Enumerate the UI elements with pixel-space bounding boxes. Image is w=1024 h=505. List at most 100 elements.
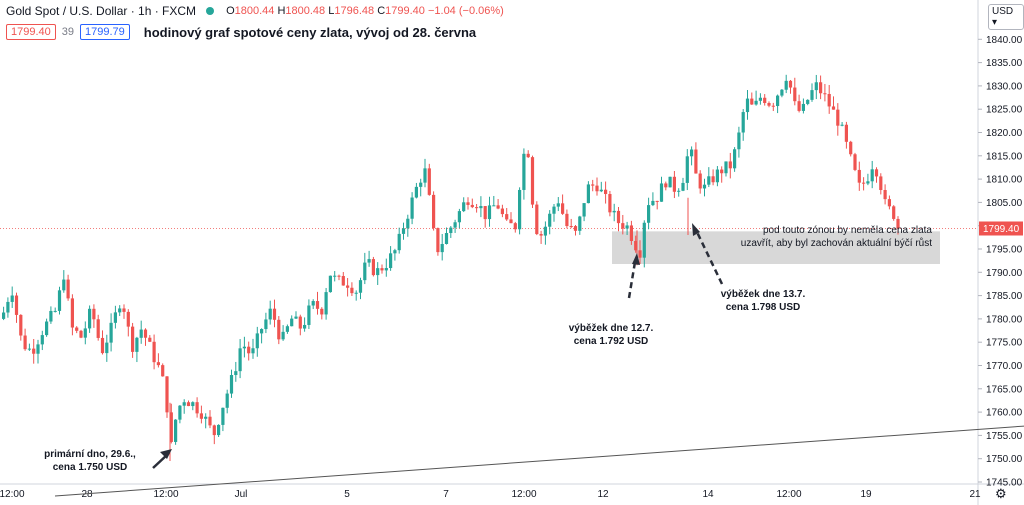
candle-body bbox=[724, 161, 728, 174]
candle-body bbox=[844, 124, 848, 142]
annotation-primary-low: primární dno, 29.6., bbox=[44, 449, 136, 460]
x-tick-label: 12:00 bbox=[0, 489, 25, 500]
candle-body bbox=[57, 290, 62, 311]
y-tick-label: 1760.00 bbox=[986, 408, 1023, 419]
market-open-status-icon bbox=[206, 7, 215, 15]
symbol-title[interactable]: Gold Spot / U.S. Dollar · 1h · FXCM bbox=[6, 4, 197, 18]
candle-body bbox=[393, 250, 397, 254]
candle-body bbox=[496, 205, 500, 209]
arrow-wick-12-7 bbox=[627, 261, 637, 299]
candle-body bbox=[294, 316, 298, 319]
candle-body bbox=[595, 185, 599, 192]
candle-body bbox=[139, 329, 143, 338]
ask-price-button[interactable]: 1799.79 bbox=[80, 24, 130, 40]
arrow-head-icon bbox=[160, 449, 172, 459]
candle-body bbox=[668, 176, 672, 188]
candle-body bbox=[608, 194, 612, 213]
trendline bbox=[54, 425, 1024, 497]
candle-body bbox=[143, 329, 148, 338]
y-tick-label: 1815.00 bbox=[986, 151, 1023, 162]
candle-body bbox=[625, 225, 629, 229]
candle-body bbox=[698, 173, 702, 189]
candle-body bbox=[109, 322, 113, 343]
spread-value: 39 bbox=[61, 26, 75, 38]
candle-body bbox=[290, 318, 294, 327]
x-tick-label: 5 bbox=[344, 489, 350, 500]
candle-body bbox=[500, 208, 504, 215]
last-price-tag bbox=[979, 221, 1023, 236]
candle-body bbox=[582, 203, 586, 217]
candle-body bbox=[66, 279, 70, 299]
candle-body bbox=[255, 333, 259, 349]
candle-body bbox=[268, 308, 272, 320]
candle-body bbox=[96, 319, 100, 338]
annotation-wick-13-7: výběžek dne 13.7. bbox=[721, 289, 806, 300]
candle-body bbox=[715, 169, 719, 183]
y-tick-label: 1840.00 bbox=[986, 35, 1023, 46]
candle-body bbox=[728, 161, 732, 169]
annotation-wick-12-7: cena 1.792 USD bbox=[574, 336, 649, 347]
y-tick-label: 1820.00 bbox=[986, 128, 1023, 139]
last-price-label: 1799.40 bbox=[983, 224, 1020, 235]
candle-body bbox=[337, 275, 341, 277]
candle-body bbox=[522, 153, 526, 190]
candle-body bbox=[118, 308, 122, 313]
candle-body bbox=[767, 103, 771, 106]
candle-body bbox=[32, 348, 36, 354]
candle-body bbox=[505, 214, 509, 220]
x-tick-label: 19 bbox=[860, 489, 872, 500]
candle-body bbox=[801, 103, 805, 111]
candle-body bbox=[397, 233, 401, 251]
candle-body bbox=[810, 90, 814, 100]
y-tick-label: 1790.00 bbox=[986, 268, 1023, 279]
candle-body bbox=[621, 223, 625, 229]
candle-body bbox=[758, 97, 762, 101]
currency-button[interactable]: USD ▾ bbox=[988, 4, 1024, 30]
candle-body bbox=[40, 335, 44, 345]
candle-body bbox=[100, 337, 105, 354]
candle-body bbox=[281, 331, 285, 340]
candle-body bbox=[638, 250, 642, 258]
candle-body bbox=[690, 149, 694, 157]
candle-body bbox=[238, 348, 242, 372]
bid-price-button[interactable]: 1799.40 bbox=[6, 24, 56, 40]
candle-body bbox=[591, 184, 595, 186]
y-tick-label: 1780.00 bbox=[986, 314, 1023, 325]
candle-body bbox=[328, 275, 332, 293]
candle-body bbox=[49, 310, 53, 322]
candle-body bbox=[178, 405, 182, 420]
candle-body bbox=[225, 393, 229, 408]
candle-body bbox=[720, 169, 724, 174]
candle-body bbox=[423, 168, 427, 183]
candle-body bbox=[634, 240, 638, 251]
gear-icon[interactable]: ⚙ bbox=[995, 486, 1007, 501]
candle-body bbox=[780, 89, 784, 96]
candle-body bbox=[165, 376, 169, 413]
candle-body bbox=[350, 287, 354, 294]
candle-body bbox=[79, 330, 83, 338]
candle-body bbox=[307, 305, 311, 325]
candle-body bbox=[475, 207, 479, 209]
candle-body bbox=[849, 141, 853, 155]
candle-body bbox=[2, 312, 6, 319]
candle-body bbox=[552, 206, 556, 214]
chart-subtitle: hodinový graf spotové ceny zlata, vývoj … bbox=[143, 24, 477, 40]
candle-body bbox=[70, 298, 74, 328]
candle-body bbox=[642, 222, 646, 258]
candle-body bbox=[651, 200, 655, 206]
candle-body bbox=[561, 203, 565, 214]
x-tick-label: 12:00 bbox=[776, 489, 801, 500]
candle-body bbox=[879, 176, 883, 191]
candle-body bbox=[126, 311, 130, 327]
candle-body bbox=[260, 329, 264, 334]
annotation-zone-note: uzavřít, aby byl zachován aktuální býčí … bbox=[741, 237, 932, 249]
candle-body bbox=[277, 319, 281, 340]
candle-body bbox=[449, 227, 453, 234]
candle-body bbox=[664, 183, 668, 188]
candle-body bbox=[208, 416, 212, 426]
y-tick-label: 1830.00 bbox=[986, 81, 1023, 92]
candle-body bbox=[83, 328, 87, 338]
candle-body bbox=[367, 259, 371, 263]
candle-body bbox=[358, 280, 363, 293]
